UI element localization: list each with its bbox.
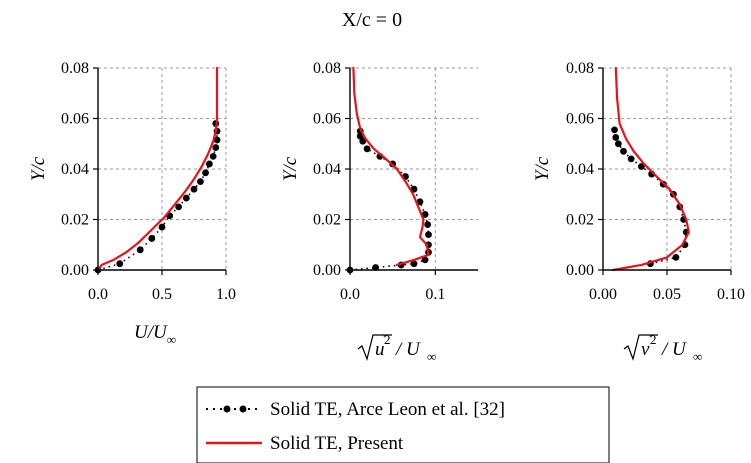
u-mean-ylabel: Y/c	[28, 156, 49, 181]
u-rms-ytick-label: 0.02	[313, 212, 341, 229]
legend-ref-marker	[223, 405, 231, 413]
v-rms-xtick-label: 0.10	[717, 286, 745, 303]
u-mean-reference-point	[158, 223, 166, 231]
u-mean-reference-point	[148, 235, 156, 242]
u-rms-present-line	[352, 66, 430, 266]
figure-title: X/c = 0	[342, 9, 402, 31]
u-rms-ticks: 0.00 0.02 0.04 0.06 0.08 0.0 0.1	[313, 60, 445, 303]
v-rms-sqrt-sign	[623, 334, 658, 361]
u-rms-xtick-label: 0.0	[340, 286, 360, 303]
u-mean-ytick-label: 0.08	[61, 60, 89, 77]
v-rms-ytick-label: 0.00	[566, 262, 594, 279]
u-rms-xlabel-sq: 2	[384, 332, 391, 347]
u-rms-reference-point	[363, 145, 371, 153]
v-rms-present-line	[612, 66, 690, 272]
u-rms-reference-point	[410, 260, 418, 268]
u-mean-ytick-label: 0.02	[61, 212, 89, 229]
u-rms-xlabel-sub: ∞	[427, 349, 436, 364]
legend-present-label: Solid TE, Present	[270, 433, 404, 454]
u-rms-reference-point	[372, 264, 379, 271]
u-rms-reference-point	[421, 256, 429, 264]
u-mean-xlabel-sub: ∞	[167, 332, 176, 347]
u-rms-ytick-label: 0.04	[313, 161, 341, 178]
u-rms-reference-point	[421, 211, 429, 218]
u-rms-ytick-label: 0.00	[313, 262, 341, 279]
u-rms-reference-point	[356, 132, 364, 140]
u-mean-ytick-label: 0.04	[61, 161, 89, 178]
legend-frame	[196, 386, 610, 463]
v-rms-reference-point	[672, 253, 680, 261]
u-mean-reference-point	[116, 260, 124, 268]
u-rms-xlabel: u 2 ' / U ∞	[357, 331, 436, 364]
v-rms-ylabel: Y/c	[532, 156, 553, 181]
u-rms-xlabel-prime: '	[383, 331, 385, 346]
u-rms-ytick-label: 0.08	[313, 60, 341, 77]
u-rms-reference-point	[425, 231, 432, 239]
u-mean-reference-point	[205, 160, 213, 168]
u-mean-reference-point	[212, 144, 220, 151]
v-rms-xlabel: v 2 ' / U ∞	[623, 331, 702, 364]
u-mean-xtick-label: 0.0	[88, 286, 108, 303]
u-rms-grid	[350, 67, 478, 270]
u-rms-xlabel-rest: / U	[395, 339, 421, 360]
v-rms-grid	[603, 67, 732, 270]
u-mean-ticks: 0.00 0.02 0.04 0.06 0.08 0.0 0.5 1.0	[61, 60, 236, 303]
v-rms-reference-point	[612, 134, 620, 141]
u-mean-ytick-label: 0.00	[61, 262, 89, 279]
v-rms-series	[611, 66, 690, 272]
u-rms-panel: 0.00 0.02 0.04 0.06 0.08 0.0 0.1 Y/c u 2 ' / U…	[280, 60, 478, 364]
u-mean-reference-point	[209, 152, 217, 160]
u-rms-xtick-label: 0.1	[425, 286, 445, 303]
legend: Solid TE, Arce Leon et al. [32] Solid TE…	[196, 386, 610, 463]
v-rms-xlabel-sub: ∞	[693, 349, 702, 364]
u-mean-reference-point	[197, 178, 204, 186]
legend-ref-label: Solid TE, Arce Leon et al. [32]	[270, 399, 505, 420]
u-mean-reference-point	[136, 246, 144, 254]
u-rms-reference-point	[416, 198, 424, 206]
v-rms-reference-point	[627, 155, 635, 163]
v-rms-xlabel-rest: / U	[661, 339, 687, 360]
u-rms-reference-point	[359, 137, 367, 145]
v-rms-xlabel-var: v	[641, 339, 650, 360]
u-rms-sqrt-sign	[357, 334, 392, 361]
v-rms-ytick-label: 0.06	[566, 111, 594, 128]
v-rms-xtick-label: 0.05	[653, 286, 681, 303]
u-rms-series	[346, 66, 432, 274]
v-rms-xtick-label: 0.00	[589, 286, 617, 303]
u-rms-ytick-label: 0.06	[313, 111, 341, 128]
u-mean-xlabel: U/U∞	[134, 322, 176, 347]
v-rms-ytick-label: 0.02	[566, 212, 594, 229]
u-mean-panel: 0.00 0.02 0.04 0.06 0.08 0.0 0.5 1.0 Y/c U/U∞	[28, 60, 236, 347]
v-rms-ticks: 0.00 0.02 0.04 0.06 0.08 0.00 0.05 0.10	[566, 60, 745, 303]
u-mean-series	[94, 66, 221, 274]
u-rms-reference-point	[424, 221, 432, 228]
u-mean-reference-point	[190, 185, 198, 193]
u-mean-xtick-label: 0.5	[152, 286, 172, 303]
u-mean-reference-point	[213, 136, 221, 144]
u-mean-reference-point	[202, 169, 209, 177]
u-mean-present-line	[96, 66, 219, 272]
u-rms-xlabel-var: u	[375, 339, 385, 360]
u-mean-reference-line	[97, 123, 218, 271]
v-rms-reference-point	[614, 140, 622, 148]
v-rms-reference-point	[620, 147, 627, 155]
u-mean-ytick-label: 0.06	[61, 111, 89, 128]
u-mean-grid	[98, 67, 227, 270]
u-mean-reference-point	[182, 194, 190, 202]
v-rms-xlabel-sq: 2	[650, 332, 657, 347]
u-mean-reference-point	[175, 203, 183, 211]
v-rms-reference-point	[611, 126, 618, 134]
u-mean-xtick-label: 1.0	[216, 286, 236, 303]
legend-ref-marker	[239, 405, 247, 413]
v-rms-xlabel-prime: '	[649, 331, 651, 346]
v-rms-ytick-label: 0.04	[566, 161, 594, 178]
v-rms-ytick-label: 0.08	[566, 60, 594, 77]
v-rms-panel: 0.00 0.02 0.04 0.06 0.08 0.00 0.05 0.10 Y/c v 2…	[532, 60, 745, 364]
u-rms-ylabel: Y/c	[280, 156, 301, 181]
v-rms-reference-point	[638, 163, 645, 170]
u-mean-xlabel-main: U/U	[134, 322, 168, 343]
